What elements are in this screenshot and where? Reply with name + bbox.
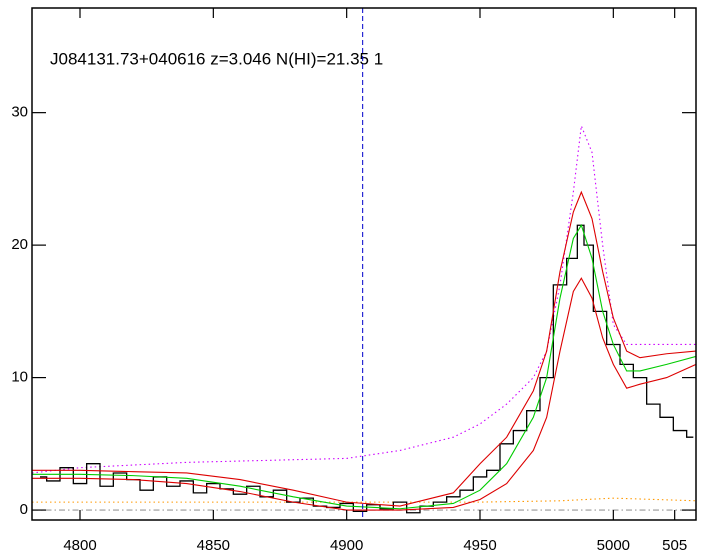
series-line: [40, 224, 694, 514]
y-tick-label: 10: [11, 369, 28, 386]
chart-title: J084131.73+040616 z=3.046 N(HI)=21.35 1: [50, 49, 383, 68]
plot-frame: [31, 7, 697, 521]
x-tick-label: 4850: [197, 537, 230, 554]
y-tick-label: 0: [20, 501, 28, 518]
series-line: [32, 190, 696, 507]
series-line: [32, 497, 696, 503]
y-tick-label: 30: [11, 104, 28, 121]
x-tick-label: 4800: [63, 537, 96, 554]
y-tick-label: 20: [11, 236, 28, 253]
x-tick-label: 4950: [463, 537, 496, 554]
x-tick-label: 5000: [597, 537, 630, 554]
x-tick-label: 4900: [330, 537, 363, 554]
x-tick-label: 505: [662, 537, 687, 554]
series-line: [32, 223, 696, 510]
series-line: [32, 277, 696, 511]
